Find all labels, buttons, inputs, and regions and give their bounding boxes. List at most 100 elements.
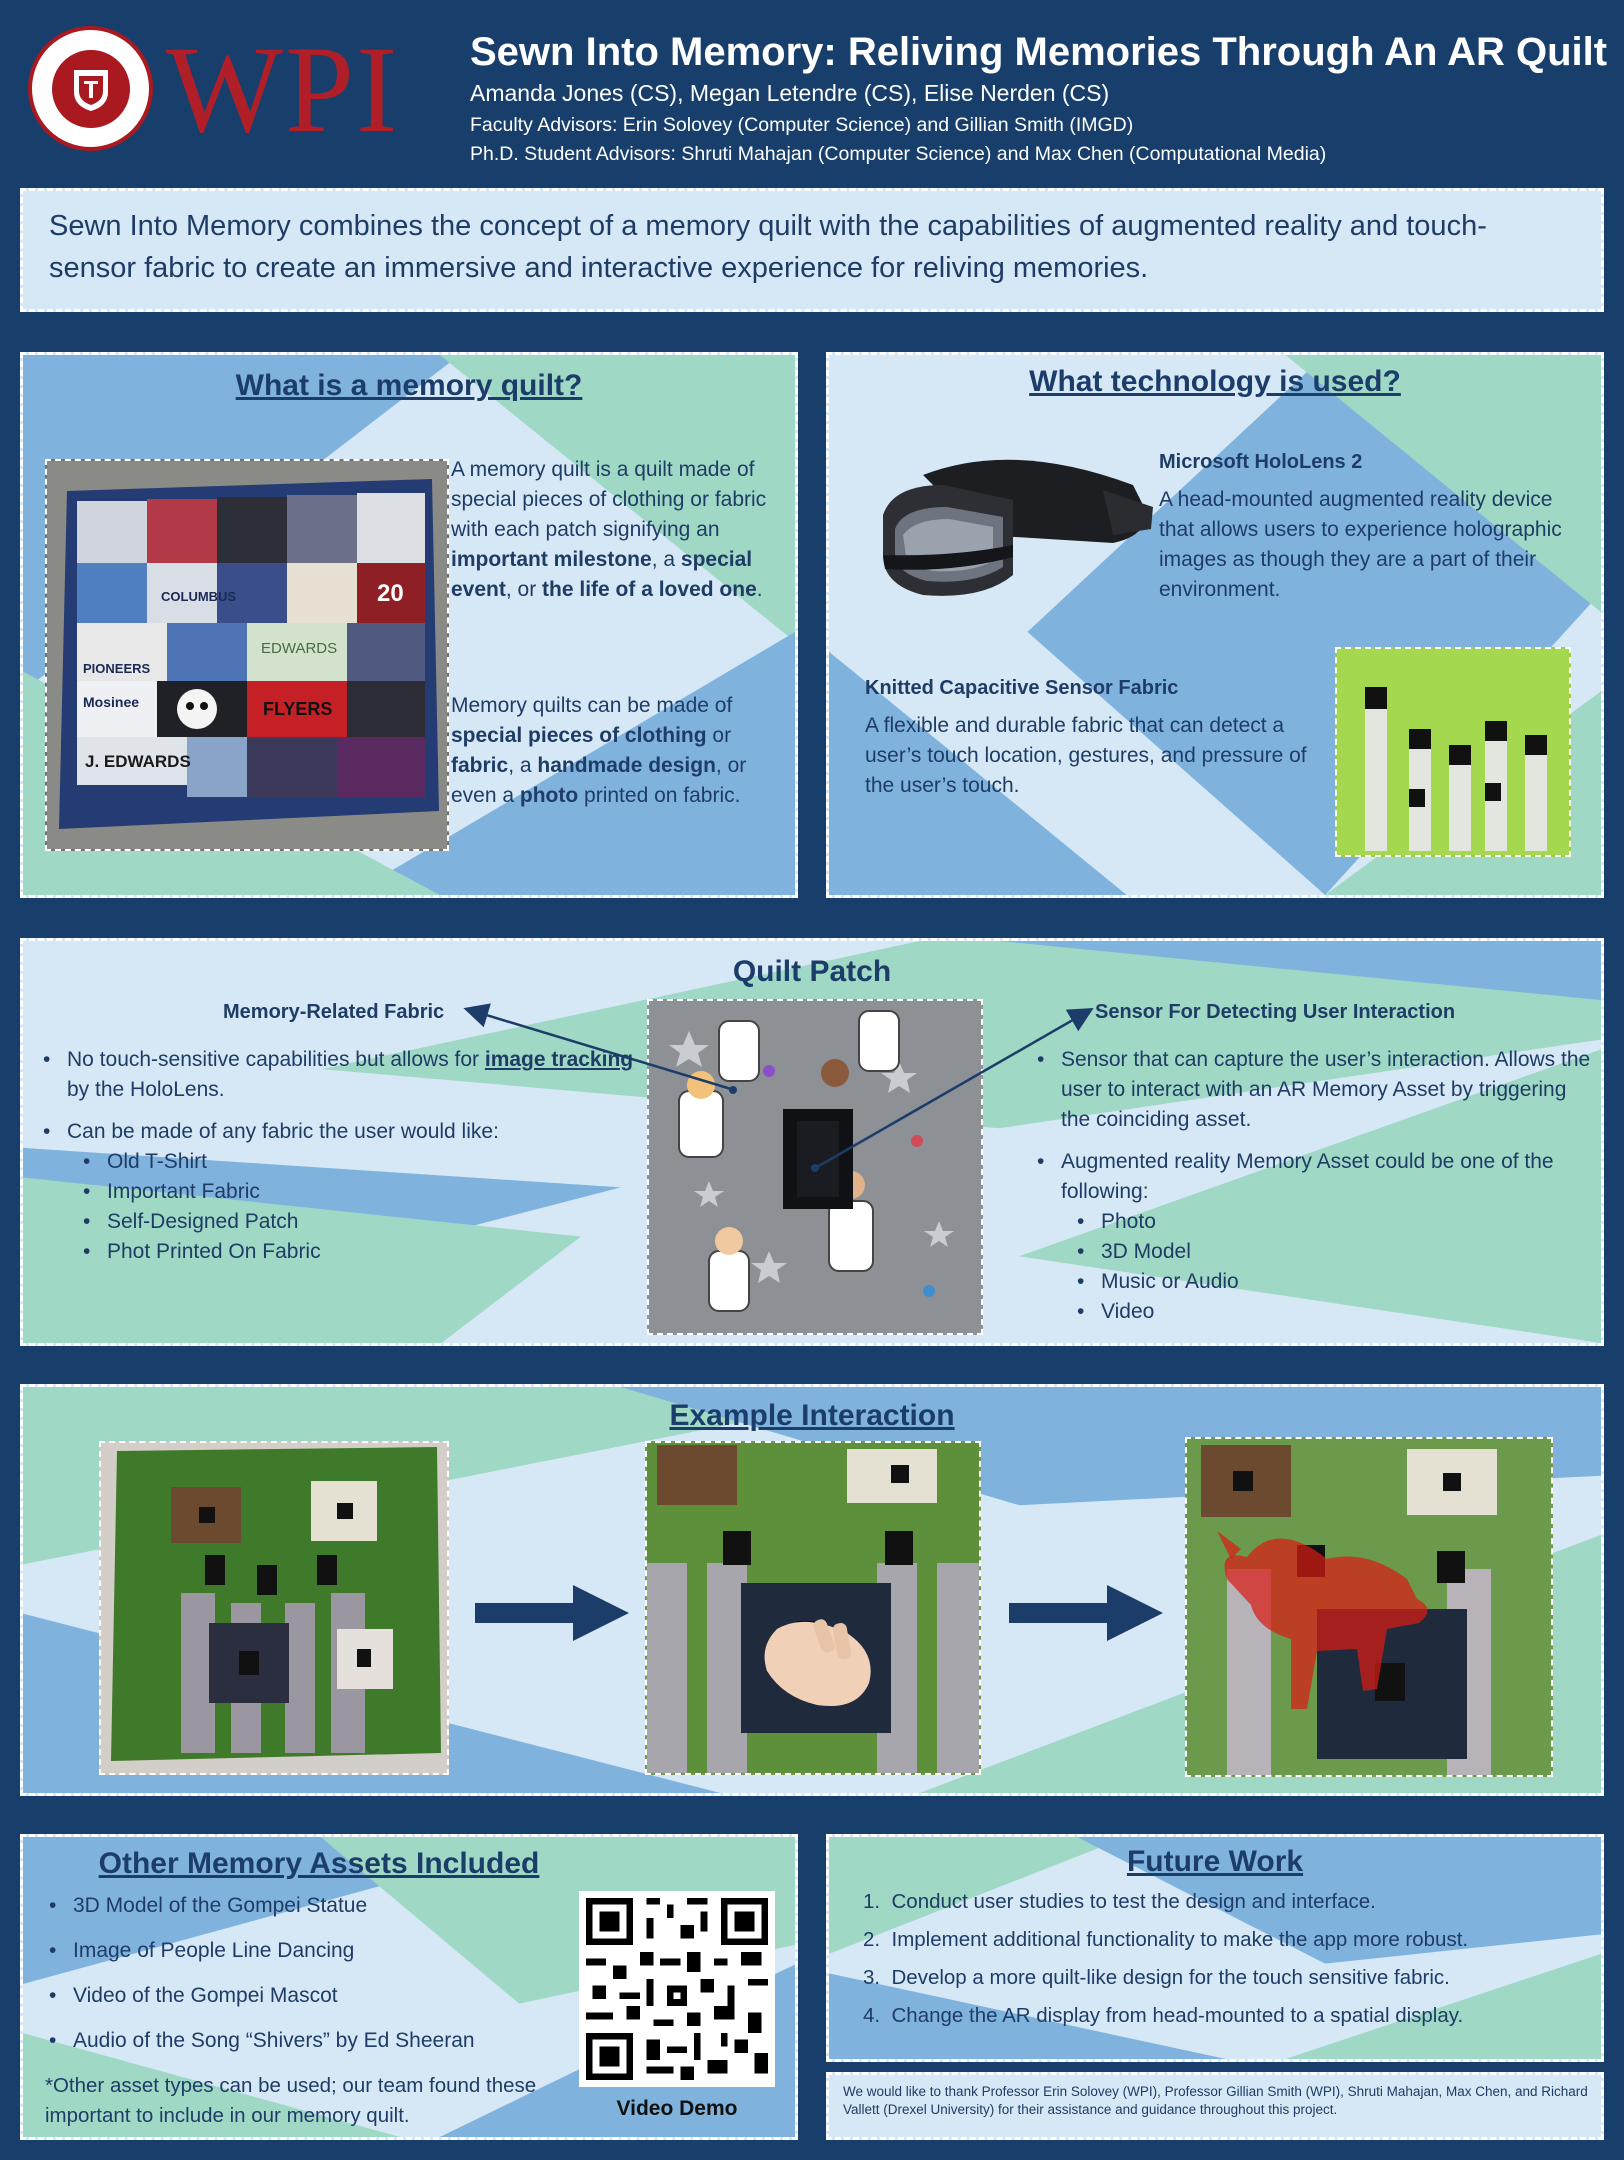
mq-p2-4: , a	[508, 754, 538, 777]
other-assets-list: 3D Model of the Gompei Statue Image of P…	[47, 1891, 567, 2071]
mq-p2-7: photo	[519, 784, 579, 807]
memory-fabric-bullet-1: No touch-sensitive capabilities but allo…	[43, 1045, 641, 1105]
future-work-heading: Future Work	[1126, 1845, 1304, 1878]
mq-p1-0: A memory quilt is a quilt made of specia…	[451, 458, 767, 541]
sensor-bullet-2: Augmented reality Memory Asset could be …	[1037, 1147, 1591, 1327]
asset-item: Audio of the Song “Shivers” by Ed Sheera…	[49, 2026, 567, 2056]
technology-panel: What technology is used? Microsoft HoloL…	[826, 352, 1604, 898]
mq-p2-2: or	[706, 724, 732, 747]
mq-p2-3: fabric	[451, 754, 509, 777]
phd-advisors: Ph.D. Student Advisors: Shruti Mahajan (…	[470, 143, 1327, 165]
sensor-bullet-2-text: Augmented reality Memory Asset could be …	[1061, 1150, 1554, 1203]
mq-p1-6: .	[756, 578, 763, 601]
mq-p1-3: special event	[451, 548, 753, 601]
image-tracking-post: by the HoloLens.	[67, 1078, 225, 1101]
fabric-description: A flexible and durable fabric that can d…	[865, 714, 1307, 797]
quilt-patch-heading: Quilt Patch	[732, 955, 892, 988]
other-assets-panel: Other Memory Assets Included 3D Model of…	[20, 1834, 798, 2140]
asset-type: Music or Audio	[1077, 1267, 1591, 1297]
example-step-3-photo	[1185, 1437, 1553, 1777]
example-heading: Example Interaction	[669, 1399, 955, 1432]
fabric-option: Phot Printed On Fabric	[83, 1237, 641, 1267]
future-work-item-text: Change the AR display from head-mounted …	[891, 2004, 1464, 2027]
arrow-right-icon	[475, 1585, 629, 1641]
sensor-list: Sensor that can capture the user’s inter…	[1035, 1045, 1591, 1339]
quilt-label-mosinee: Mosinee	[83, 694, 139, 710]
example-step-2-photo	[645, 1441, 981, 1775]
fabric-option: Self-Designed Patch	[83, 1207, 641, 1237]
mq-p1-4: , or	[505, 578, 543, 601]
mq-p2-0: Memory quilts can be made of	[451, 694, 733, 717]
memory-quilt-panel: What is a memory quilt?	[20, 352, 798, 898]
future-work-item: 4. Change the AR display from head-mount…	[863, 2004, 1464, 2027]
asset-item: Image of People Line Dancing	[49, 1936, 567, 1966]
image-tracking-link: image tracking	[484, 1048, 634, 1071]
poster-title: Sewn Into Memory: Reliving Memories Thro…	[470, 30, 1608, 74]
quilt-label-20: 20	[377, 580, 404, 607]
fabric-option: Important Fabric	[83, 1177, 641, 1207]
example-step-1-photo	[99, 1441, 449, 1775]
mq-p2-8: printed on fabric.	[578, 784, 741, 807]
quilt-label-columbus: COLUMBUS	[161, 589, 236, 604]
memory-fabric-bullet-2-text: Can be made of any fabric the user would…	[67, 1120, 499, 1143]
memory-fabric-bullet-2: Can be made of any fabric the user would…	[43, 1117, 641, 1267]
future-work-item: 1. Conduct user studies to test the desi…	[863, 1890, 1376, 1913]
wpi-seal-logo	[28, 26, 153, 151]
future-work-item-text: Implement additional functionality to ma…	[891, 1928, 1469, 1951]
background-triangles	[829, 355, 1601, 895]
memory-fabric-title: Memory-Related Fabric	[223, 1001, 445, 1023]
sensor-fabric-photo	[1335, 647, 1571, 857]
mq-p1-5: the life of a loved one	[542, 578, 757, 601]
sensor-bullet-1: Sensor that can capture the user’s inter…	[1037, 1045, 1591, 1135]
asset-item: Video of the Gompei Mascot	[49, 1981, 567, 2011]
wpi-logo-wordmark: WPI	[166, 21, 400, 158]
memory-quilt-paragraph-1: A memory quilt is a quilt made of specia…	[451, 455, 773, 605]
other-assets-note: *Other asset types can be used; our team…	[45, 2074, 537, 2127]
mq-p1-2: , a	[651, 548, 681, 571]
acknowledgement-text: We would like to thank Professor Erin So…	[843, 2084, 1588, 2117]
arrow-to-memory-fabric	[463, 1003, 737, 1094]
qr-caption: Video Demo	[616, 2097, 738, 2120]
future-work-item-text: Develop a more quilt-like design for the…	[891, 1966, 1450, 1989]
image-tracking-pre: No touch-sensitive capabilities but allo…	[67, 1048, 485, 1071]
future-work-list: 1. Conduct user studies to test the desi…	[863, 1887, 1583, 2039]
abstract-text: Sewn Into Memory combines the concept of…	[49, 210, 1487, 284]
future-work-item: 3. Develop a more quilt-like design for …	[863, 1966, 1450, 1989]
hololens-image	[883, 459, 1153, 596]
example-interaction-panel: Example Interaction	[20, 1384, 1604, 1796]
asset-type: Video	[1077, 1297, 1591, 1327]
other-assets-heading: Other Memory Assets Included	[98, 1847, 540, 1880]
quilt-label-pioneers: PIONEERS	[83, 661, 151, 676]
arrow-right-icon	[1009, 1585, 1163, 1641]
quilt-label-flyers: FLYERS	[263, 699, 332, 719]
sensor-title: Sensor For Detecting User Interaction	[1095, 1001, 1456, 1023]
memory-quilt-heading: What is a memory quilt?	[235, 369, 583, 402]
asset-type: Photo	[1077, 1207, 1591, 1237]
faculty-advisors: Faculty Advisors: Erin Solovey (Computer…	[470, 114, 1134, 136]
quilt-label-j-edwards: J. EDWARDS	[85, 752, 191, 771]
acknowledgement-box: We would like to thank Professor Erin So…	[826, 2072, 1604, 2140]
memory-quilt-paragraph-2: Memory quilts can be made of special pie…	[451, 691, 773, 811]
arrow-to-sensor	[811, 1008, 1094, 1172]
abstract-box: Sewn Into Memory combines the concept of…	[20, 188, 1604, 312]
mq-p2-5: handmade design	[537, 754, 716, 777]
quilt-label-edwards: EDWARDS	[261, 640, 337, 657]
technology-heading: What technology is used?	[1029, 365, 1401, 398]
mq-p2-6: , or even a	[451, 754, 747, 807]
hololens-description: A head-mounted augmented reality device …	[1159, 488, 1562, 601]
future-work-panel: Future Work 1. Conduct user studies to t…	[826, 1834, 1604, 2062]
mq-p2-1: special pieces of clothing	[451, 724, 707, 747]
future-work-item-text: Conduct user studies to test the design …	[891, 1890, 1376, 1913]
authors: Amanda Jones (CS), Megan Letendre (CS), …	[470, 80, 1110, 106]
quilt-patch-panel: Quilt Patch Memory-Related Fabric No tou…	[20, 938, 1604, 1346]
qr-code[interactable]	[579, 1891, 775, 2087]
asset-type: 3D Model	[1077, 1237, 1591, 1267]
mq-p1-1: important milestone	[451, 548, 652, 571]
hololens-title: Microsoft HoloLens 2	[1159, 451, 1363, 473]
background-triangles	[829, 1837, 1601, 2059]
future-work-item: 2. Implement additional functionality to…	[863, 1928, 1469, 1951]
fabric-option: Old T-Shirt	[83, 1147, 641, 1177]
asset-item: 3D Model of the Gompei Statue	[49, 1891, 567, 1921]
memory-quilt-photo: COLUMBUS 20 PIONEERS EDWARDS Mosinee FLY…	[45, 459, 449, 851]
memory-fabric-list: No touch-sensitive capabilities but allo…	[41, 1045, 641, 1279]
